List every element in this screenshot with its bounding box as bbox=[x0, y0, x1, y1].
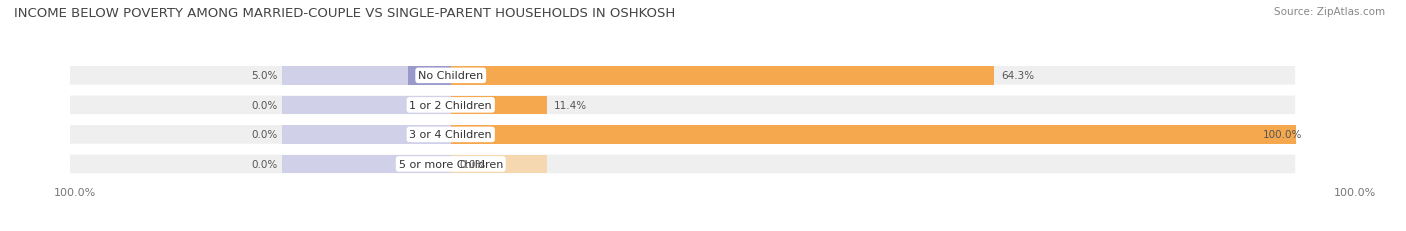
Bar bbox=[281, 155, 451, 173]
Text: 0.0%: 0.0% bbox=[252, 159, 277, 169]
Bar bbox=[451, 96, 547, 115]
Text: 5 or more Children: 5 or more Children bbox=[398, 159, 503, 169]
Text: 0.0%: 0.0% bbox=[460, 159, 485, 169]
Text: 64.3%: 64.3% bbox=[1001, 71, 1035, 81]
Bar bbox=[281, 96, 451, 115]
FancyBboxPatch shape bbox=[0, 66, 1296, 86]
Bar bbox=[281, 67, 451, 85]
Bar bbox=[451, 96, 547, 115]
Bar bbox=[451, 126, 1296, 144]
Text: 100.0%: 100.0% bbox=[1263, 130, 1302, 140]
Text: 0.0%: 0.0% bbox=[252, 100, 277, 110]
Text: 3 or 4 Children: 3 or 4 Children bbox=[409, 130, 492, 140]
FancyBboxPatch shape bbox=[0, 154, 1296, 174]
Text: INCOME BELOW POVERTY AMONG MARRIED-COUPLE VS SINGLE-PARENT HOUSEHOLDS IN OSHKOSH: INCOME BELOW POVERTY AMONG MARRIED-COUPL… bbox=[14, 7, 675, 20]
Bar bbox=[451, 155, 547, 173]
Bar bbox=[451, 67, 994, 85]
Bar bbox=[281, 126, 451, 144]
Text: 11.4%: 11.4% bbox=[554, 100, 588, 110]
Bar bbox=[409, 67, 451, 85]
FancyBboxPatch shape bbox=[0, 95, 1296, 116]
Text: 5.0%: 5.0% bbox=[252, 71, 277, 81]
Text: No Children: No Children bbox=[418, 71, 484, 81]
Text: Source: ZipAtlas.com: Source: ZipAtlas.com bbox=[1274, 7, 1385, 17]
Bar bbox=[451, 126, 1296, 144]
FancyBboxPatch shape bbox=[0, 125, 1296, 145]
Text: 0.0%: 0.0% bbox=[252, 130, 277, 140]
Bar bbox=[451, 67, 994, 85]
Text: 1 or 2 Children: 1 or 2 Children bbox=[409, 100, 492, 110]
